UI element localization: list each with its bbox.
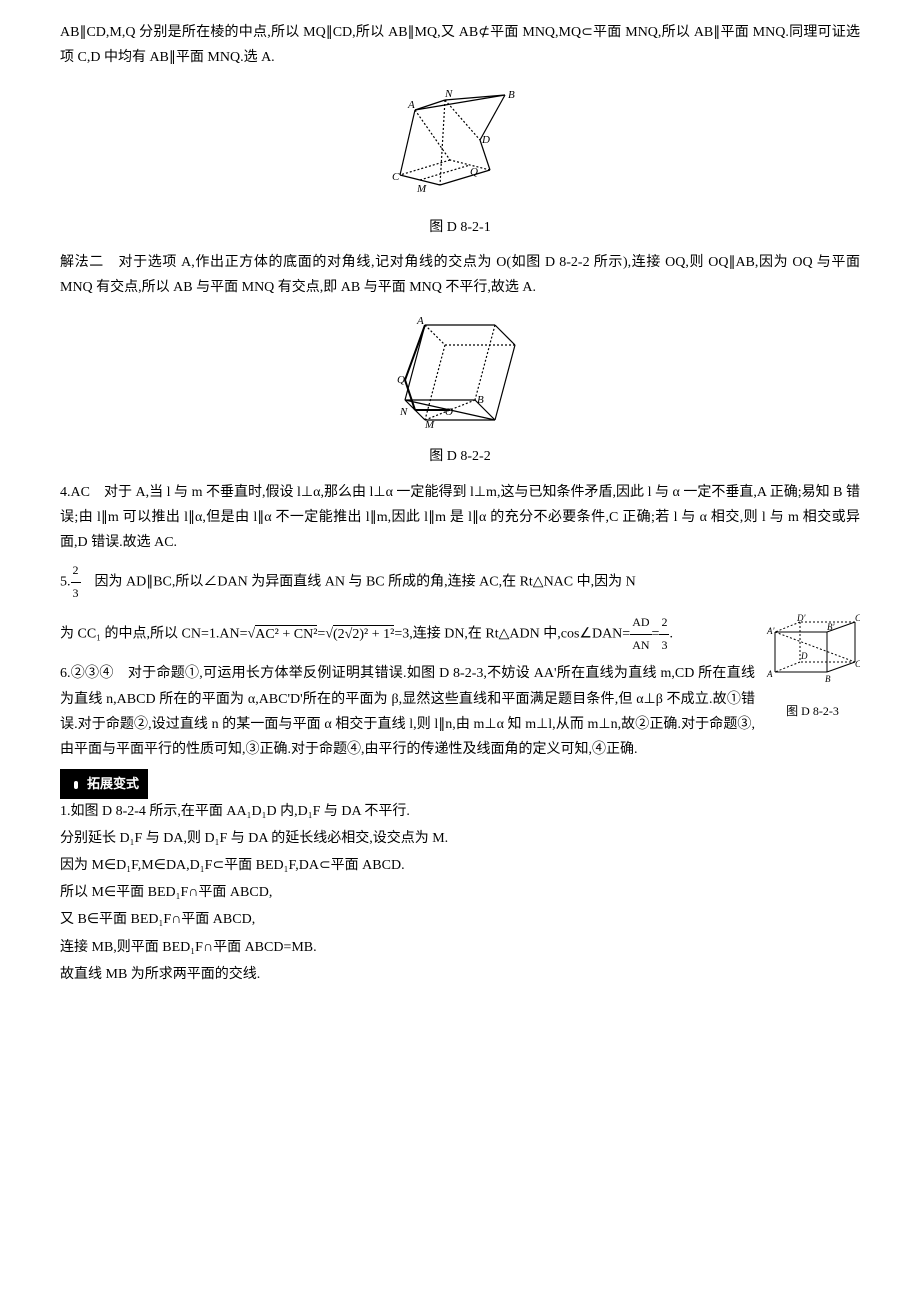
figure-2: A Q N M O B 图 D 8-2-2 [60,310,860,469]
item-6-num: 6.②③④ [60,666,114,681]
item-4: 4.AC 对于 A,当 l 与 m 不垂直时,假设 l⊥α,那么由 l⊥α 一定… [60,480,860,556]
figure-2-caption: 图 D 8-2-2 [60,444,860,469]
svg-text:D: D [800,651,808,661]
ext-line-1: 分别延长 D₁F 与 DA,则 D₁F 与 DA 的延长线必相交,设交点为 M. [60,826,860,851]
svg-text:B: B [477,394,484,406]
item-5-line2: 为 CC₁ 的中点,所以 CN=1.AN=√AC² + CN²=√(2√2)² … [60,612,860,656]
svg-text:N: N [399,406,408,418]
svg-text:C: C [855,659,860,669]
svg-text:Q: Q [470,166,478,178]
svg-text:O: O [445,406,453,418]
figure-3-caption: 图 D 8-2-3 [765,701,860,723]
method-2-label: 解法二 [60,255,104,270]
ext-line-3: 所以 M∈平面 BED₁F∩平面 ABCD, [60,880,860,905]
svg-text:B: B [825,674,831,684]
item-6-text: 对于命题①,可运用长方体举反例证明其错误.如图 D 8-2-3,不妨设 AA'所… [60,666,755,757]
figure-3-container: A' B' C' D' A B C D 图 D 8-2-3 [765,612,860,723]
svg-text:A': A' [766,626,775,636]
extension-badge-container: 拓展变式 [60,769,860,798]
svg-text:M: M [416,183,427,195]
svg-text:C: C [392,171,400,183]
ext-line-5: 连接 MB,则平面 BED₁F∩平面 ABCD=MB. [60,935,860,960]
ext-line-2: 因为 M∈D₁F,M∈DA,D₁F⊂平面 BED₁F,DA⊂平面 ABCD. [60,853,860,878]
svg-text:B: B [508,89,515,101]
item-5-frac: 23 [71,560,81,604]
item-6: 6.②③④ 对于命题①,可运用长方体举反例证明其错误.如图 D 8-2-3,不妨… [60,661,860,762]
figure-1-caption: 图 D 8-2-1 [60,215,860,240]
svg-text:D': D' [796,613,806,623]
svg-text:D: D [481,134,490,146]
svg-text:C': C' [855,613,860,623]
item-4-text: 对于 A,当 l 与 m 不垂直时,假设 l⊥α,那么由 l⊥α 一定能得到 l… [60,485,860,550]
svg-text:B': B' [827,622,835,632]
svg-text:N: N [444,88,453,100]
item-5-line1: 5.23 因为 AD∥BC,所以∠DAN 为异面直线 AN 与 BC 所成的角,… [60,560,860,604]
svg-text:M: M [424,419,435,430]
figure-1: A B C D M N Q 图 D 8-2-1 [60,80,860,239]
item-5-num: 5. [60,574,71,589]
ext-line-6: 故直线 MB 为所求两平面的交线. [60,962,860,987]
ext-line-0: 1.如图 D 8-2-4 所示,在平面 AA₁D₁D 内,D₁F 与 DA 不平… [60,799,860,824]
extension-badge: 拓展变式 [60,769,148,798]
svg-text:A: A [766,669,773,679]
item-4-num: 4.AC [60,485,90,500]
method-2: 解法二 对于选项 A,作出正方体的底面的对角线,记对角线的交点为 O(如图 D … [60,250,860,300]
svg-text:A: A [407,99,415,111]
item-5-text1: 因为 AD∥BC,所以∠DAN 为异面直线 AN 与 BC 所成的角,连接 AC… [95,574,636,589]
ext-line-4: 又 B∈平面 BED₁F∩平面 ABCD, [60,907,860,932]
intro-text: AB∥CD,M,Q 分别是所在棱的中点,所以 MQ∥CD,所以 AB∥MQ,又 … [60,20,860,70]
svg-text:Q: Q [397,374,405,386]
lightbulb-icon [69,778,83,792]
svg-text:A: A [416,315,424,327]
method-2-text: 对于选项 A,作出正方体的底面的对角线,记对角线的交点为 O(如图 D 8-2-… [60,255,860,295]
